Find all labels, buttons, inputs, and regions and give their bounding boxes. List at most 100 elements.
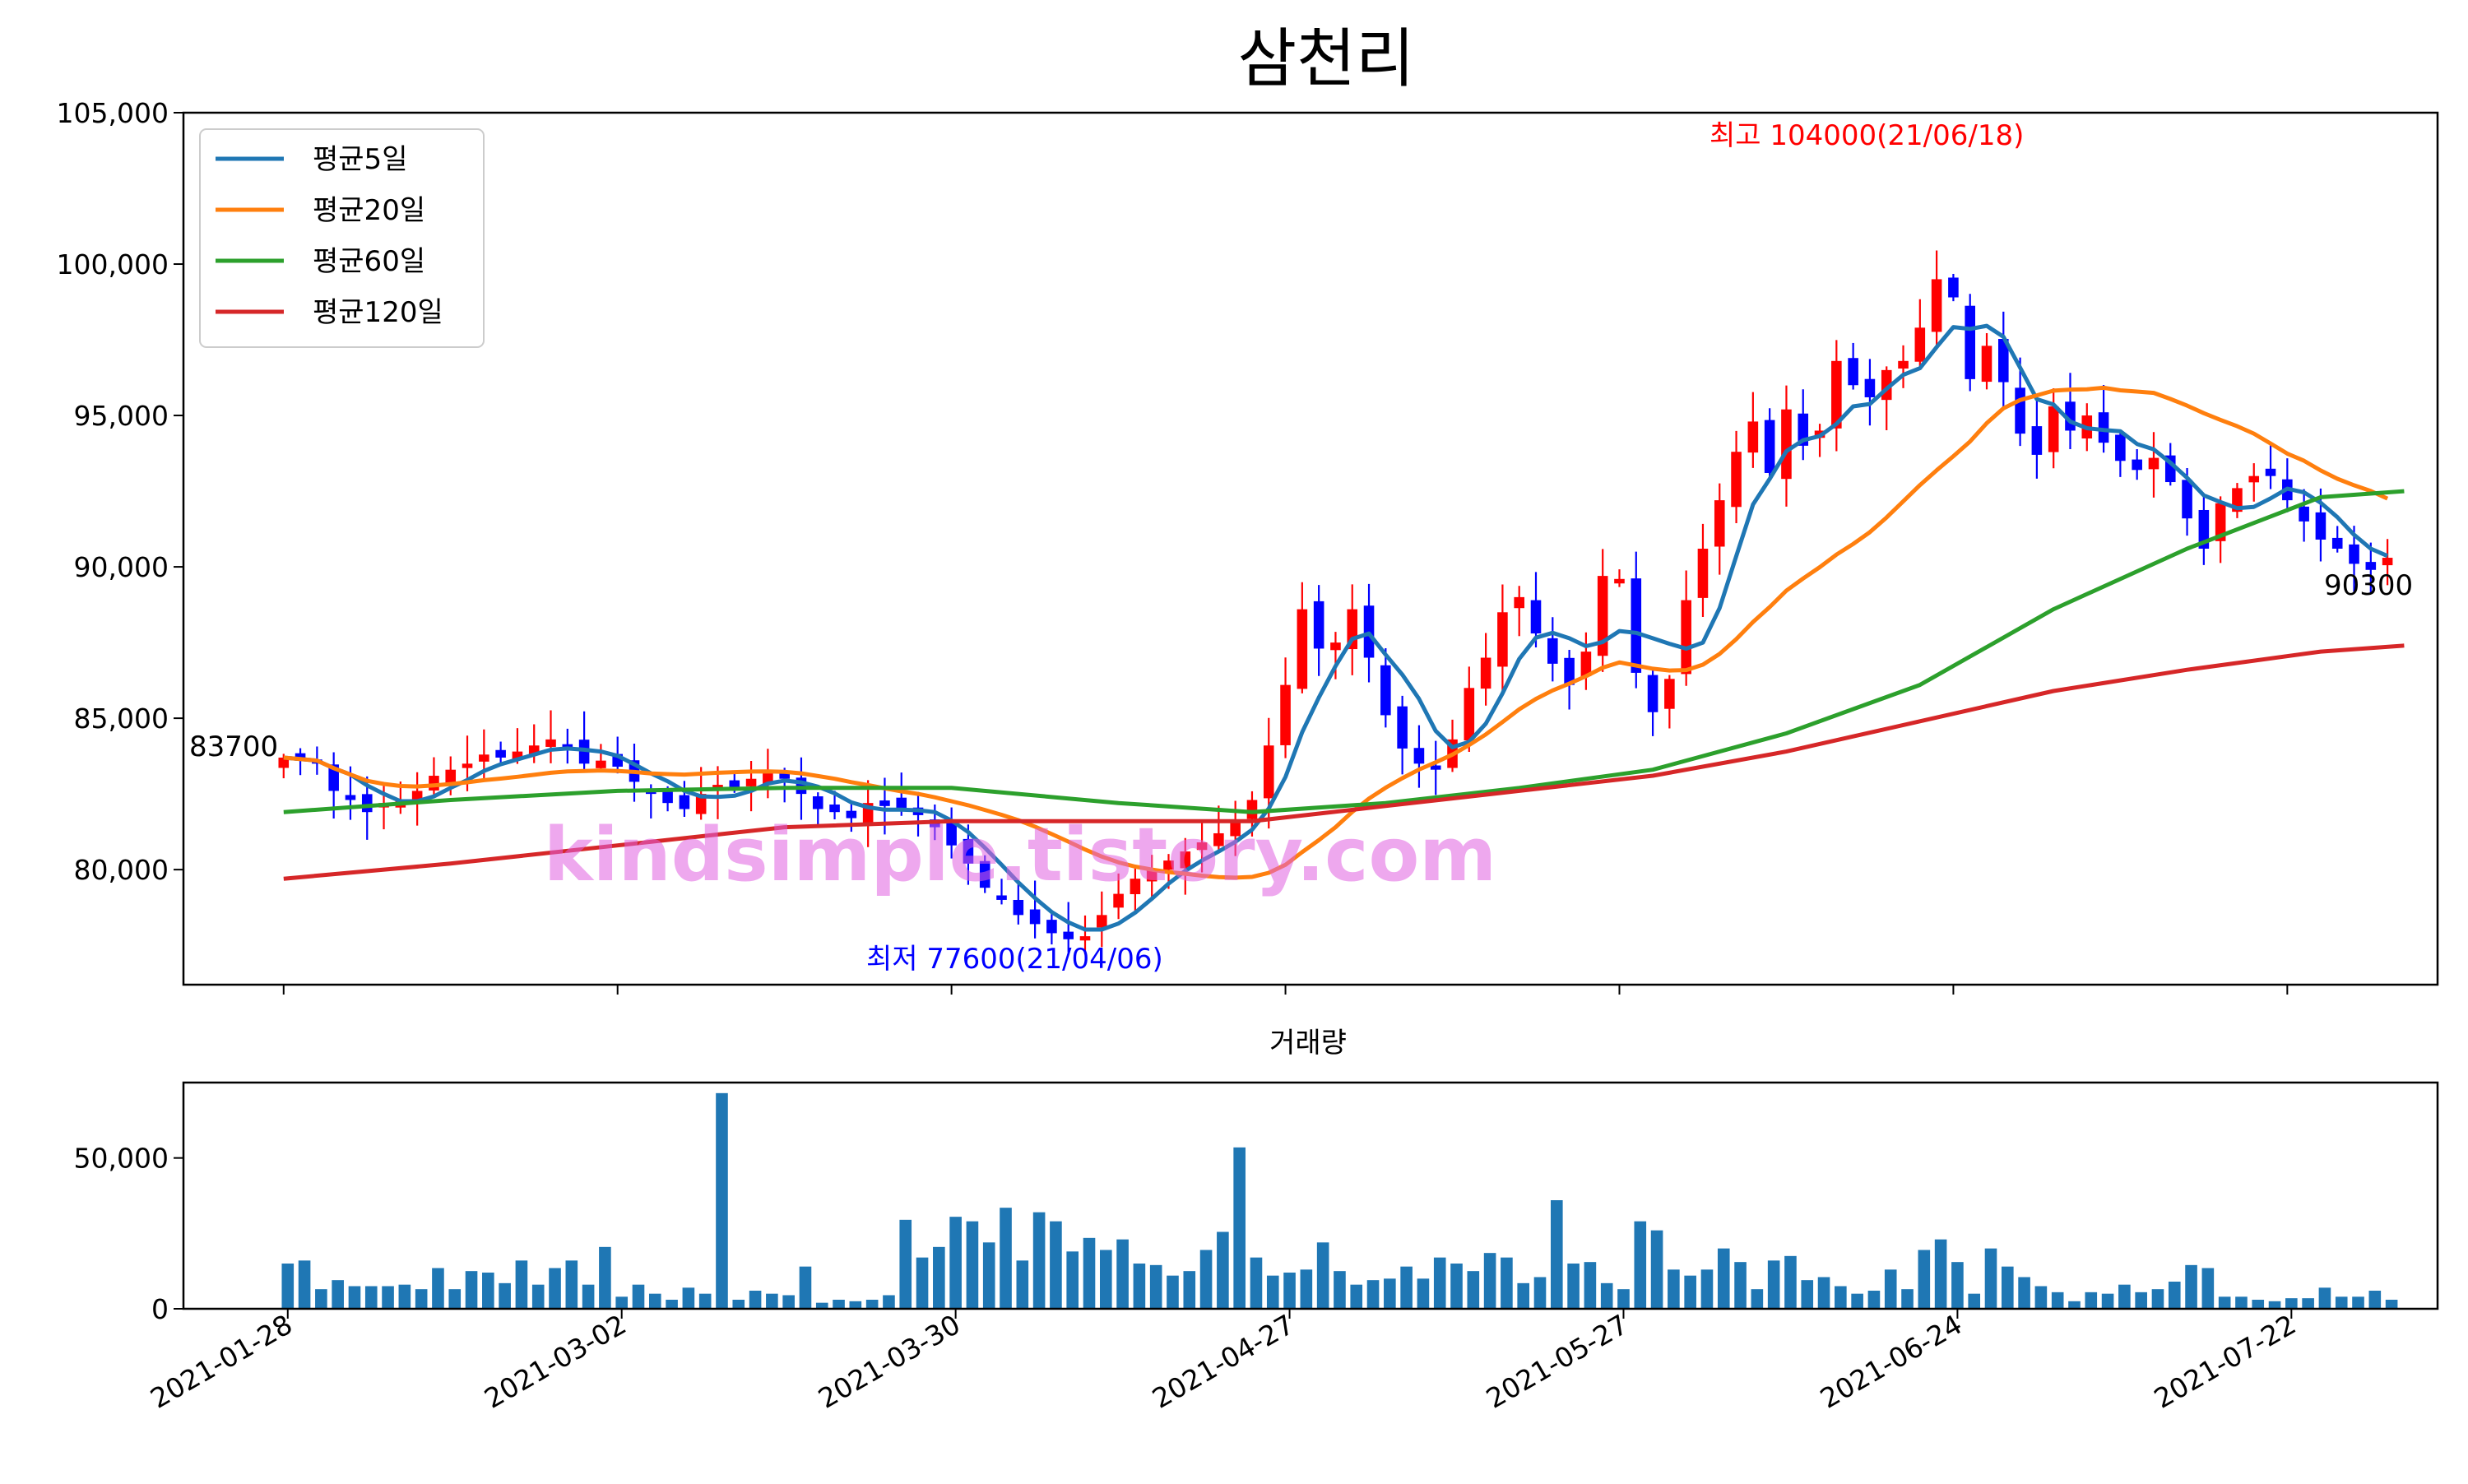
volume-bar bbox=[1684, 1275, 1696, 1309]
chart-title: 삼천리 bbox=[1237, 22, 1414, 96]
volume-bar bbox=[1250, 1257, 1263, 1309]
volume-bar bbox=[1384, 1278, 1396, 1309]
volume-bar bbox=[1884, 1269, 1897, 1309]
volume-bar bbox=[1149, 1264, 1162, 1309]
candle-body bbox=[1781, 409, 1792, 480]
candle-body bbox=[1747, 421, 1759, 453]
volume-bar bbox=[883, 1295, 895, 1309]
volume-bar bbox=[2201, 1268, 2215, 1309]
volume-bar bbox=[1366, 1280, 1380, 1309]
candle-body bbox=[1914, 327, 1926, 362]
candle-body bbox=[1597, 576, 1608, 656]
volume-bar bbox=[281, 1264, 295, 1309]
price-axes-frame bbox=[182, 111, 2439, 986]
volume-bar bbox=[899, 1219, 912, 1309]
volume-bar bbox=[298, 1260, 311, 1309]
candle-body bbox=[2265, 468, 2276, 476]
candle-body bbox=[1413, 748, 1425, 764]
candle-body bbox=[695, 794, 707, 814]
candle-body bbox=[979, 860, 990, 888]
candle-body bbox=[1430, 765, 1441, 770]
volume-bar bbox=[1217, 1231, 1229, 1309]
candle-body bbox=[829, 805, 840, 813]
volume-bar bbox=[1668, 1269, 1680, 1309]
candle-body bbox=[2349, 544, 2359, 564]
volume-bar bbox=[1550, 1200, 1563, 1309]
volume-bar bbox=[732, 1300, 745, 1309]
volume-bar bbox=[2001, 1266, 2014, 1309]
high-price-annotation: 최고 104000(21/06/18) bbox=[1710, 119, 2024, 152]
volume-bar bbox=[2302, 1298, 2314, 1309]
volume-bar bbox=[1584, 1262, 1597, 1309]
volume-bar bbox=[1817, 1277, 1830, 1309]
volume-bar bbox=[1501, 1257, 1513, 1309]
volume-bar bbox=[2285, 1298, 2298, 1309]
volume-bar bbox=[1099, 1250, 1112, 1309]
volume-bar bbox=[2385, 1300, 2398, 1309]
candle-body bbox=[1831, 360, 1842, 429]
volume-bar bbox=[1316, 1242, 1329, 1309]
candle-body bbox=[1330, 642, 1341, 651]
candle-body bbox=[1146, 870, 1157, 882]
ma120-line bbox=[283, 643, 2405, 881]
candle-body bbox=[1681, 600, 1691, 675]
candle-body bbox=[1614, 578, 1625, 584]
candle-body bbox=[679, 795, 690, 809]
low-price-annotation: 최저 77600(21/04/06) bbox=[866, 943, 1163, 976]
volume-bar bbox=[666, 1300, 678, 1309]
volume-bar bbox=[1851, 1293, 1863, 1309]
price-y-tick-label: 105,000 bbox=[57, 97, 169, 129]
volume-bar bbox=[1183, 1271, 1196, 1309]
volume-bar bbox=[2051, 1292, 2064, 1309]
candle-body bbox=[712, 785, 723, 790]
candle-body bbox=[1297, 609, 1308, 689]
candle-body bbox=[1731, 452, 1742, 508]
candle-body bbox=[2182, 480, 2192, 519]
candle-body bbox=[1130, 879, 1141, 894]
candle-body bbox=[2132, 459, 2142, 471]
volume-bar bbox=[499, 1282, 511, 1309]
candle-body bbox=[2015, 387, 2025, 434]
volume-bar bbox=[1050, 1221, 1062, 1309]
volume-bar bbox=[2318, 1287, 2331, 1309]
volume-bar bbox=[1334, 1271, 1346, 1309]
candle-body bbox=[1764, 420, 1775, 473]
volume-bar bbox=[531, 1284, 545, 1309]
candle-body bbox=[729, 780, 740, 788]
volume-bar bbox=[348, 1286, 361, 1309]
candle-body bbox=[1313, 601, 1324, 649]
volume-bar bbox=[2118, 1284, 2131, 1309]
volume-bar bbox=[332, 1280, 344, 1309]
candle-body bbox=[1246, 800, 1258, 819]
candle-body bbox=[812, 796, 823, 809]
candle-body bbox=[1948, 277, 1959, 298]
candle-body bbox=[1113, 893, 1124, 908]
volume-bar bbox=[2085, 1292, 2098, 1309]
candle-body bbox=[345, 795, 356, 800]
volume-bar bbox=[1801, 1280, 1814, 1309]
candle-body bbox=[1480, 657, 1491, 689]
volume-bar bbox=[565, 1260, 578, 1309]
volume-bar bbox=[2068, 1301, 2081, 1309]
volume-bar bbox=[865, 1300, 879, 1309]
volume-bar bbox=[1567, 1264, 1580, 1309]
candle-body bbox=[2382, 558, 2393, 566]
volume-bar bbox=[1283, 1273, 1296, 1309]
candle-body bbox=[361, 794, 373, 813]
ma60-line bbox=[283, 489, 2405, 814]
volume-bar bbox=[1300, 1269, 1313, 1309]
candle-body bbox=[1230, 821, 1241, 837]
volume-bar bbox=[1199, 1250, 1213, 1309]
volume-bar bbox=[315, 1289, 327, 1309]
volume-bar bbox=[364, 1286, 378, 1309]
volume-bar bbox=[2352, 1296, 2364, 1309]
volume-bar bbox=[582, 1284, 595, 1309]
candle-body bbox=[779, 771, 790, 779]
volume-bar bbox=[1167, 1275, 1179, 1309]
volume-bar bbox=[382, 1286, 394, 1309]
volume-bar bbox=[1400, 1266, 1413, 1309]
volume-bar bbox=[482, 1273, 494, 1309]
